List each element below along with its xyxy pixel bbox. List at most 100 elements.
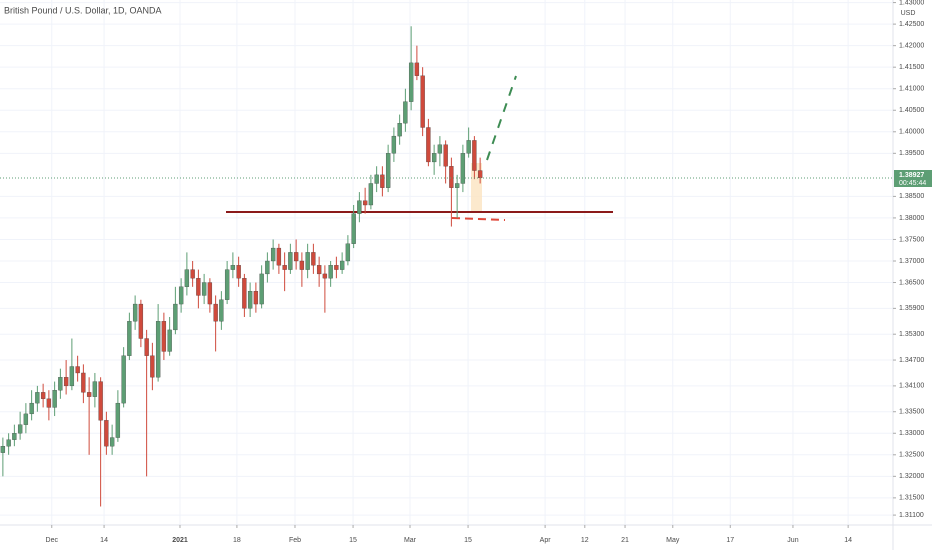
candle-body: [408, 62, 414, 102]
projection-up: [486, 75, 517, 161]
x-tick-label: 15: [349, 537, 357, 544]
candle-body: [12, 433, 17, 440]
candle-body: [17, 424, 23, 434]
candle-body: [311, 252, 316, 266]
candle-body: [121, 355, 126, 404]
y-tick-label: 1.35300: [899, 331, 924, 338]
candle-body: [115, 402, 121, 438]
candle-body: [6, 439, 11, 447]
y-tick-label: 1.33500: [899, 409, 924, 416]
x-tick-label: Apr: [540, 537, 552, 544]
candle-body: [293, 252, 299, 262]
candle-body: [357, 200, 362, 214]
candle-body: [345, 243, 351, 262]
candle-body: [466, 140, 471, 154]
candle-body: [75, 366, 80, 374]
candle-body: [207, 282, 213, 305]
countdown-label: 00:45:44: [899, 180, 926, 187]
candle-body: [477, 170, 483, 179]
candle-body: [161, 321, 167, 352]
candle-body: [374, 174, 379, 184]
x-tick-label: 15: [464, 537, 472, 544]
candle-body: [201, 282, 207, 296]
candle-body: [98, 381, 103, 421]
x-tick-label: 2021: [172, 537, 188, 544]
candle-body: [213, 303, 218, 322]
last-price-label: 1.38927: [899, 172, 924, 179]
candle-body: [150, 355, 155, 378]
y-tick-label: 1.38500: [899, 193, 924, 200]
y-tick-label: 1.43000: [899, 0, 924, 6]
candle-body: [236, 265, 241, 279]
candle-body: [443, 144, 448, 167]
y-tick-label: 1.40000: [899, 129, 924, 136]
candle-body: [472, 140, 477, 171]
candle-body: [426, 127, 431, 163]
candle-body: [397, 123, 402, 137]
candle-body: [322, 273, 328, 279]
candle-body: [276, 247, 282, 266]
candle-body: [351, 213, 356, 244]
candle-body: [173, 303, 178, 331]
candle-body: [270, 247, 276, 262]
candle-body: [259, 273, 264, 305]
candle-body: [196, 278, 201, 296]
y-tick-label: 1.37000: [899, 258, 924, 265]
candle-body: [449, 166, 454, 188]
candle-body: [385, 153, 391, 188]
candle-body: [40, 392, 46, 399]
currency-label: USD: [901, 10, 916, 17]
candles: [0, 26, 483, 507]
candle-body: [288, 252, 293, 270]
candle-body: [414, 62, 420, 76]
candle-body: [431, 153, 437, 163]
last-price-box: [894, 170, 932, 188]
candle-body: [253, 290, 259, 305]
y-tick-label: 1.36500: [899, 279, 924, 286]
candle-body: [138, 303, 144, 339]
candle-body: [230, 265, 236, 270]
candle-body: [86, 392, 92, 397]
x-tick-label: 18: [233, 537, 241, 544]
y-tick-label: 1.34700: [899, 357, 924, 364]
candle-body: [132, 303, 138, 322]
y-tick-label: 1.39500: [899, 150, 924, 157]
x-tick-label: Dec: [46, 537, 59, 544]
candle-body: [184, 269, 190, 287]
candle-body: [362, 200, 368, 206]
x-tick-label: 14: [100, 537, 108, 544]
y-tick-label: 1.35900: [899, 305, 924, 312]
candle-body: [23, 413, 29, 425]
x-tick-label: Mar: [404, 537, 417, 544]
candle-body: [265, 260, 270, 275]
candle-body: [403, 101, 408, 124]
candle-body: [144, 338, 149, 356]
candle-body: [391, 135, 397, 154]
x-tick-label: 17: [726, 537, 734, 544]
x-tick-label: May: [666, 537, 680, 544]
y-tick-label: 1.32500: [899, 452, 924, 459]
y-tick-label: 1.41500: [899, 64, 924, 71]
candle-body: [92, 381, 98, 397]
y-tick-label: 1.40500: [899, 107, 924, 114]
x-tick-label: Feb: [289, 537, 301, 544]
candle-body: [0, 446, 6, 453]
candle-body: [219, 299, 224, 322]
candle-body: [69, 366, 75, 387]
candle-body: [81, 372, 86, 393]
candle-body: [299, 260, 305, 270]
candle-body: [305, 252, 310, 270]
x-tick-label: 21: [621, 537, 629, 544]
candle-body: [368, 183, 374, 206]
y-tick-label: 1.38000: [899, 215, 924, 222]
candle-body: [460, 153, 466, 184]
x-tick-label: 12: [581, 537, 589, 544]
y-tick-label: 1.34100: [899, 383, 924, 390]
y-tick-label: 1.32000: [899, 473, 924, 480]
candle-body: [316, 265, 322, 275]
y-tick-label: 1.31100: [899, 512, 924, 519]
candle-body: [282, 265, 287, 270]
candle-body: [380, 174, 385, 188]
